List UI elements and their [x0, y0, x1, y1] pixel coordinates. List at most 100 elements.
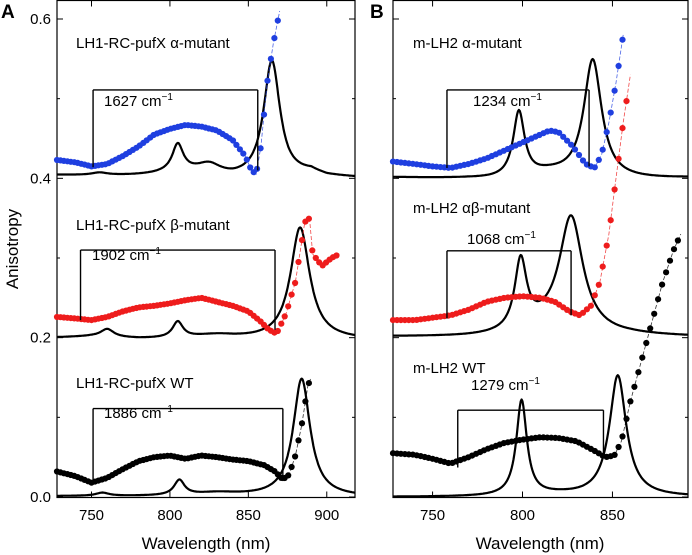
anisotropy-marker: [670, 246, 678, 253]
anisotropy-marker: [611, 451, 618, 458]
anisotropy-marker: [564, 137, 571, 144]
spacing-value: 1627 cm: [104, 93, 162, 110]
spacing-label: 1279 cm−1: [471, 376, 540, 394]
y-tick-label: 0.2: [30, 330, 51, 347]
anisotropy-marker: [647, 325, 654, 332]
spacing-value: 1234 cm: [473, 93, 531, 110]
anisotropy-marker: [603, 242, 610, 249]
x-tick-label: 850: [236, 507, 261, 524]
spacing-unit-superscript: −1: [162, 404, 174, 415]
spacing-unit-superscript: −1: [525, 230, 537, 241]
series-label: LH1-RC-pufX α-mutant: [76, 35, 231, 52]
anisotropy-guide-line: [393, 74, 631, 321]
panel-a-ticks: 750 800 850 900 0.0 0.2 0.4 0.6: [30, 0, 355, 524]
anisotropy-marker: [285, 472, 292, 479]
anisotropy-marker: [619, 125, 626, 132]
anisotropy-marker: [298, 420, 306, 427]
anisotropy-marker: [285, 303, 292, 310]
y-axis-title: Anisotropy: [3, 208, 22, 289]
anisotropy-marker: [619, 36, 626, 43]
anisotropy-marker: [575, 151, 583, 159]
panel-a-x-axis-title: Wavelength (nm): [142, 534, 271, 553]
spacing-label: 1627 cm−1: [104, 92, 173, 110]
series-label: m-LH2 αβ-mutant: [413, 200, 531, 217]
anisotropy-marker: [639, 354, 646, 361]
x-tick-label: 750: [420, 507, 445, 524]
x-tick-label: 750: [79, 507, 104, 524]
anisotropy-marker: [560, 133, 567, 140]
anisotropy-marker: [599, 146, 606, 153]
x-tick-label: 800: [157, 507, 182, 524]
anisotropy-marker: [236, 146, 243, 153]
anisotropy-marker: [247, 164, 254, 171]
anisotropy-marker: [579, 157, 587, 164]
spacing-value: 1068 cm: [467, 231, 525, 248]
anisotropy-marker: [274, 327, 281, 335]
anisotropy-marker: [271, 35, 278, 42]
anisotropy-marker: [631, 383, 638, 390]
anisotropy-marker: [651, 310, 658, 317]
spacing-value: 1279 cm: [471, 377, 529, 394]
anisotropy-marker: [623, 415, 630, 422]
series-label: m-LH2 α-mutant: [413, 35, 523, 52]
anisotropy-marker: [674, 237, 682, 244]
anisotropy-marker: [655, 296, 662, 303]
anisotropy-marker: [292, 279, 299, 287]
spacing-label: 1886 cm−1: [104, 404, 173, 422]
spacing-unit-superscript: −1: [531, 92, 543, 103]
x-tick-label: 800: [510, 507, 535, 524]
x-tick-label: 850: [600, 507, 625, 524]
panel-a-plot-frame: [56, 0, 356, 499]
anisotropy-marker: [591, 164, 598, 171]
panel-b: B Wavelength (nm) 750 800 850 1234 cm−1m-L…: [370, 0, 689, 553]
panel-b-curves: [389, 34, 689, 498]
anisotropy-marker: [568, 141, 575, 148]
anisotropy-marker: [305, 380, 312, 387]
anisotropy-marker: [623, 98, 630, 105]
anisotropy-marker: [556, 129, 563, 136]
x-tick-label: 900: [314, 507, 339, 524]
panel-b-ticks: 750 800 850: [393, 0, 688, 524]
panel-a-letter: A: [1, 2, 15, 23]
anisotropy-marker: [607, 109, 614, 116]
panel-b-letter: B: [370, 2, 384, 23]
anisotropy-marker: [257, 145, 264, 152]
anisotropy-marker: [295, 437, 302, 444]
series-label: m-LH2 WT: [413, 360, 486, 377]
series-label: LH1-RC-pufX β-mutant: [76, 217, 231, 234]
anisotropy-marker: [240, 150, 247, 157]
anisotropy-marker: [599, 263, 606, 270]
anisotropy-marker: [298, 237, 306, 244]
spacing-unit-superscript: −1: [150, 246, 162, 257]
panel-a-curves: [53, 10, 356, 497]
y-tick-label: 0.0: [30, 489, 51, 506]
anisotropy-marker: [312, 254, 319, 262]
anisotropy-marker: [615, 62, 622, 70]
spacing-value: 1886 cm: [104, 405, 162, 422]
anisotropy-marker: [607, 217, 614, 224]
anisotropy-marker: [663, 269, 670, 276]
y-tick-label: 0.6: [30, 11, 51, 28]
anisotropy-marker: [583, 306, 591, 313]
panel-b-x-axis-title: Wavelength (nm): [476, 534, 605, 553]
anisotropy-marker: [619, 433, 626, 440]
spacing-value: 1902 cm: [92, 247, 150, 264]
absorption-curve: [392, 57, 689, 179]
anisotropy-marker: [635, 369, 642, 376]
absorption-curve: [56, 226, 356, 339]
anisotropy-marker: [229, 137, 237, 144]
anisotropy-marker: [281, 313, 288, 320]
anisotropy-marker: [288, 291, 295, 298]
anisotropy-marker: [571, 146, 579, 153]
absorption-curve: [56, 59, 356, 178]
anisotropy-marker: [666, 257, 674, 264]
spacing-label: 1234 cm−1: [473, 92, 542, 110]
anisotropy-marker: [615, 443, 622, 451]
anisotropy-marker: [595, 156, 602, 163]
anisotropy-marker: [233, 141, 240, 148]
anisotropy-marker: [591, 292, 598, 299]
anisotropy-marker: [595, 281, 602, 288]
